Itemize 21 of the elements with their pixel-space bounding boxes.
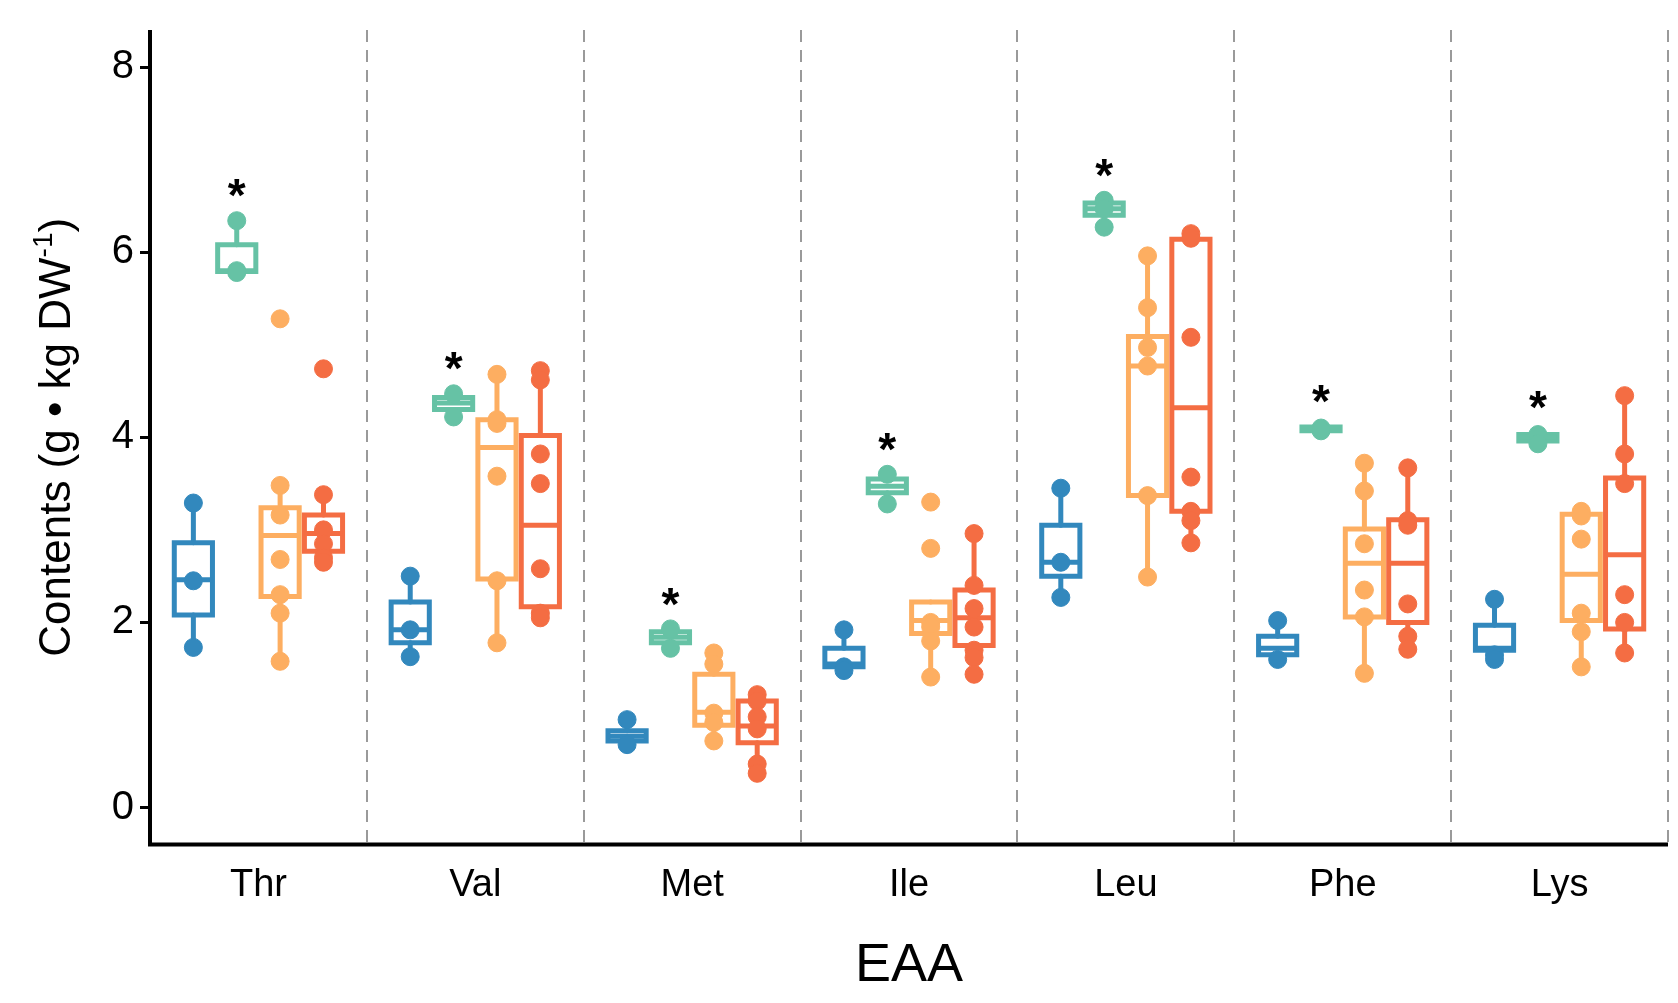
annotation: *	[878, 423, 897, 476]
x-tick-label: Thr	[229, 861, 288, 904]
x-tick-label: Leu	[1094, 861, 1158, 904]
y-tick-label: 4	[111, 412, 134, 457]
annotation: *	[661, 577, 680, 630]
y-tick-label: 8	[111, 42, 134, 87]
x-axis-title: EAA	[854, 932, 964, 993]
y-tick-label: 2	[111, 597, 134, 642]
annotation: *	[227, 169, 246, 222]
y-axis-title: Contents (g • kg DW-1)	[26, 217, 80, 657]
y-tick-label: 0	[111, 782, 134, 827]
annotation: *	[1528, 381, 1547, 434]
x-tick-label: Phe	[1308, 861, 1377, 904]
annotation: *	[1312, 374, 1331, 427]
x-tick-label: Lys	[1530, 861, 1589, 904]
annotation: *	[1095, 149, 1114, 202]
x-tick-label: Met	[660, 861, 725, 904]
y-tick-label: 6	[111, 227, 134, 272]
x-tick-label: Ile	[888, 861, 930, 904]
x-tick-label: Val	[449, 861, 502, 904]
annotation: *	[444, 342, 463, 395]
